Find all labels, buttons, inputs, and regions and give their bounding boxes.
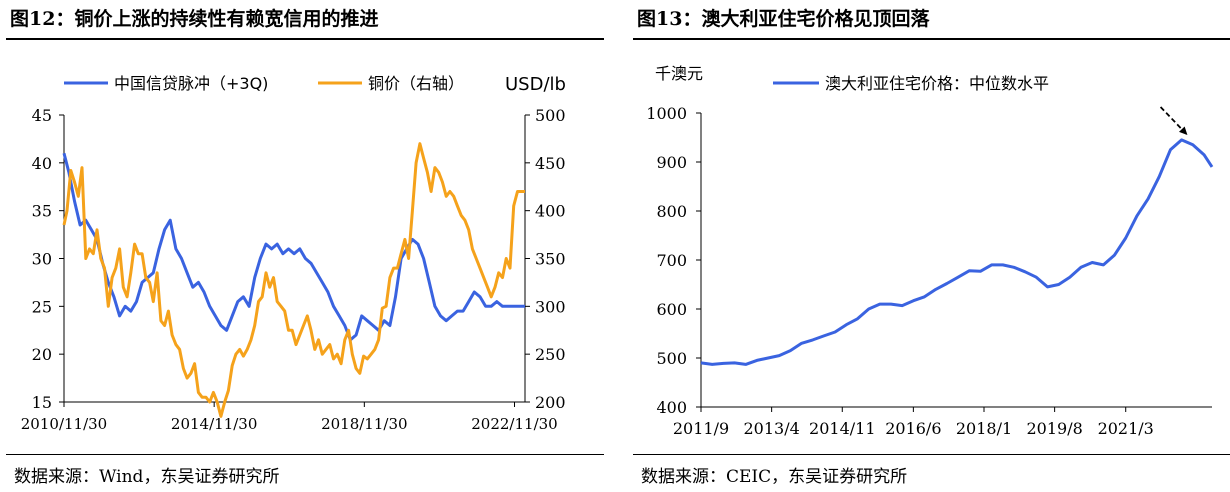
left-y-tick-label: 35 <box>32 202 52 221</box>
figure-13-title: 图13：澳大利亚住宅价格见顶回落 <box>637 8 930 30</box>
left-y-tick-label: 30 <box>32 250 52 269</box>
x-tick-label: 2010/11/30 <box>21 415 107 433</box>
right-y-tick-label: 350 <box>535 250 566 269</box>
unit-label: 千澳元 <box>655 64 703 83</box>
y-tick-label: 700 <box>656 251 687 270</box>
x-tick-label: 2011/9 <box>673 419 729 438</box>
x-tick-label: 2014/11 <box>809 419 875 438</box>
x-tick-label: 2019/8 <box>1026 419 1082 438</box>
y-tick-label: 800 <box>656 202 687 221</box>
y-tick-label: 600 <box>656 300 687 319</box>
figure-12-title: 图12：铜价上涨的持续性有赖宽信用的推进 <box>10 8 379 30</box>
y-tick-label: 900 <box>656 153 687 172</box>
x-tick-label: 2016/6 <box>885 419 941 438</box>
legend-label-credit: 中国信贷脉冲（+3Q) <box>114 74 268 93</box>
source-rule <box>633 454 1230 455</box>
copper-credit-chart: 15 20 25 30 35 40 45 200 250 300 350 400 450 500 2010/… <box>21 74 566 433</box>
right-y-tick-label: 300 <box>535 297 566 316</box>
x-tick-label: 2013/4 <box>743 419 799 438</box>
left-y-tick-label: 20 <box>32 345 52 364</box>
left-y-tick-label: 15 <box>32 393 52 412</box>
source-rule <box>6 454 604 455</box>
figure-12-source: 数据来源：Wind，东吴证券研究所 <box>14 467 280 487</box>
decline-arrow-head <box>1178 126 1188 136</box>
y-tick-label: 400 <box>656 398 687 417</box>
x-tick-label: 2018/11/30 <box>321 415 407 433</box>
left-y-tick-label: 45 <box>32 106 52 125</box>
figure-12: 图12：铜价上涨的持续性有赖宽信用的推进 15 20 25 30 35 40 45 200 25… <box>0 0 610 492</box>
right-y-tick-label: 500 <box>535 106 566 125</box>
right-y-tick-label: 450 <box>535 154 566 173</box>
x-tick-label: 2014/11/30 <box>171 415 257 433</box>
x-tick-label: 2022/11/30 <box>471 415 557 433</box>
australia-housing-chart: 400 500 600 700 800 900 1000 2011/9 2013/4 2014/1… <box>646 64 1214 438</box>
right-y-tick-label: 250 <box>535 345 566 364</box>
legend-label-copper: 铜价（右轴） <box>368 74 464 93</box>
unit-label: USD/lb <box>505 74 566 95</box>
right-y-tick-label: 200 <box>535 393 566 412</box>
title-rule <box>6 38 604 40</box>
left-y-tick-label: 25 <box>32 297 52 316</box>
y-tick-label: 500 <box>656 349 687 368</box>
title-rule <box>633 38 1230 40</box>
figure-13-source: 数据来源：CEIC，东吴证券研究所 <box>641 467 908 487</box>
right-y-tick-label: 400 <box>535 202 566 221</box>
left-y-tick-label: 40 <box>32 154 52 173</box>
house-price-line <box>700 138 1214 366</box>
y-tick-label: 1000 <box>646 104 687 123</box>
credit-pulse-line <box>62 152 525 342</box>
legend-label-house: 澳大利亚住宅价格：中位数水平 <box>825 74 1049 93</box>
x-tick-label: 2021/3 <box>1098 419 1154 438</box>
copper-price-line <box>62 142 525 418</box>
x-tick-label: 2018/1 <box>956 419 1012 438</box>
figure-13: 图13：澳大利亚住宅价格见顶回落 400 500 600 700 800 900 1000 2… <box>627 0 1230 492</box>
